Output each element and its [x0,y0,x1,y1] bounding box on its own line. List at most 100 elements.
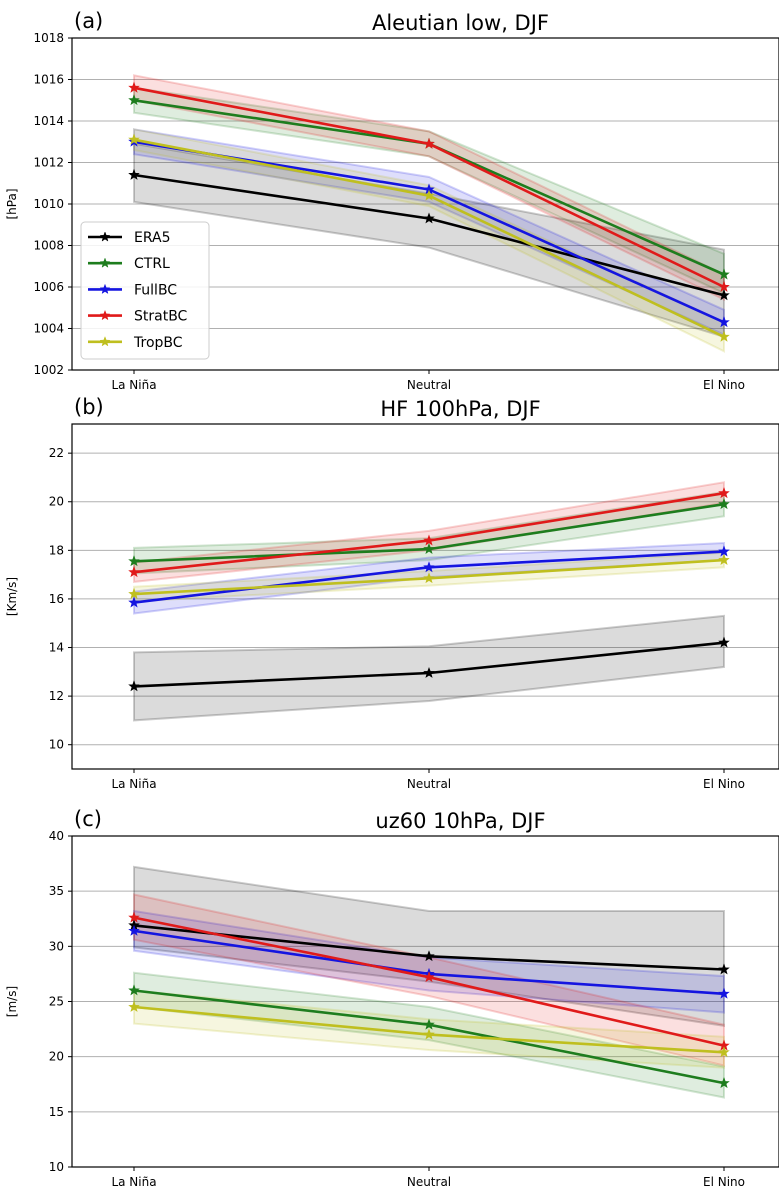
data-point-fullbc [718,545,730,557]
data-point-tropbc [718,1046,730,1058]
data-point-stratbc [718,280,730,292]
y-tick-label: 1018 [33,31,64,45]
legend-marker-era5 [99,231,111,242]
data-point-tropbc [718,330,730,342]
data-point-era5 [128,680,140,692]
data-point-fullbc [128,924,140,936]
data-point-ctrl [128,94,140,106]
data-point-ctrl [128,555,140,567]
data-point-fullbc [718,316,730,328]
gridlines [72,452,779,746]
band-era5 [133,865,725,1027]
x-tick-label: El Nino [703,378,745,392]
legend-label-ctrl: CTRL [134,256,170,272]
y-axis-label: [Km/s] [5,577,19,616]
data-point-ctrl [718,1077,730,1089]
legend-box [80,221,210,360]
gridlines [72,890,779,1113]
x-tick-label: El Nino [703,777,745,791]
y-tick-label: 1004 [33,322,64,336]
data-point-stratbc [718,487,730,499]
x-tick-label: Neutral [407,1175,451,1189]
y-tick-label: 30 [49,939,64,953]
y-tick-label: 1016 [33,73,64,87]
data-point-ctrl [423,1018,435,1030]
data-point-stratbc [128,911,140,923]
y-tick-label: 20 [49,495,64,509]
data-point-tropbc [423,572,435,584]
data-point-stratbc [423,534,435,546]
y-tick-label: 1008 [33,239,64,253]
legend-marker-ctrl [99,257,111,268]
data-point-era5 [423,950,435,962]
y-tick-label: 1010 [33,197,64,211]
y-axis-label: [m/s] [5,986,19,1017]
y-axis-label: [hPa] [5,188,19,219]
data-point-stratbc [423,137,435,149]
y-tick-label: 1014 [33,114,64,128]
panel-c: 10 15 20 25 30 35 40 La Niña Neutral El Nino [m/s]… [5,807,779,1189]
plot-frame [71,423,779,770]
data-point-tropbc [718,554,730,565]
data-point-era5 [423,666,435,678]
panel-label: (a) [74,9,103,33]
data-point-tropbc [423,189,435,201]
x-tick-label: Neutral [407,378,451,392]
data-point-fullbc [128,596,140,608]
data-point-fullbc [718,987,730,999]
y-tick-label: 12 [49,689,64,703]
y-tick-label: 25 [49,995,64,1009]
data-point-stratbc [128,81,140,93]
y-tick-label: 35 [49,884,64,898]
data-point-ctrl [128,984,140,996]
panel-label: (b) [74,395,104,419]
data-point-stratbc [128,566,140,578]
x-tick-label: Neutral [407,777,451,791]
chart-title: Aleutian low, DJF [372,11,549,35]
data-point-tropbc [423,1028,435,1040]
x-tick-label: La Niña [111,1175,156,1189]
x-tick-label: La Niña [111,378,156,392]
data-point-tropbc [128,133,140,145]
panel-b: 10 12 14 16 18 20 22 La Niña Neutral El Nino [Km/s… [5,395,779,791]
y-tick-label: 40 [49,829,64,843]
y-tick-label: 1006 [33,280,64,294]
legend-label-tropbc: TropBC [133,335,183,351]
x-tick-label: La Niña [111,777,156,791]
panel-a: 1002 1004 1006 1008 1010 1012 1014 1016 1018 La N… [5,9,779,392]
y-tick-label: 14 [49,641,64,655]
legend-marker-stratbc [99,309,111,321]
legend: ERA5 CTRL FullBC StratBC TropBC [80,221,210,360]
y-tick-label: 18 [49,543,64,557]
y-tick-label: 20 [49,1050,64,1064]
chart-title: HF 100hPa, DJF [380,397,540,421]
data-point-era5 [718,636,730,648]
chart-title: uz60 10hPa, DJF [375,809,545,833]
y-tick-label: 16 [49,592,64,606]
data-point-era5 [423,212,435,224]
legend-label-fullbc: FullBC [134,282,177,298]
y-tick-label: 10 [49,738,64,752]
data-point-ctrl [718,498,730,510]
y-tick-label: 22 [49,446,64,460]
panel-label: (c) [74,807,102,831]
data-point-stratbc [423,971,435,983]
y-tick-label: 1012 [33,156,64,170]
legend-marker-tropbc [99,336,111,347]
data-point-era5 [128,168,140,180]
data-point-era5 [718,289,730,301]
y-tick-label: 1002 [33,363,64,377]
data-point-tropbc [128,1000,140,1012]
y-tick-label: 15 [49,1105,64,1119]
legend-label-stratbc: StratBC [134,309,188,325]
data-point-ctrl [718,268,730,280]
legend-marker-fullbc [99,283,111,295]
data-point-ctrl [423,543,435,555]
legend-label-era5: ERA5 [134,230,171,246]
data-point-era5 [718,963,730,975]
data-point-tropbc [128,588,140,599]
x-tick-label: El Nino [703,1175,745,1189]
y-tick-label: 10 [49,1160,64,1174]
